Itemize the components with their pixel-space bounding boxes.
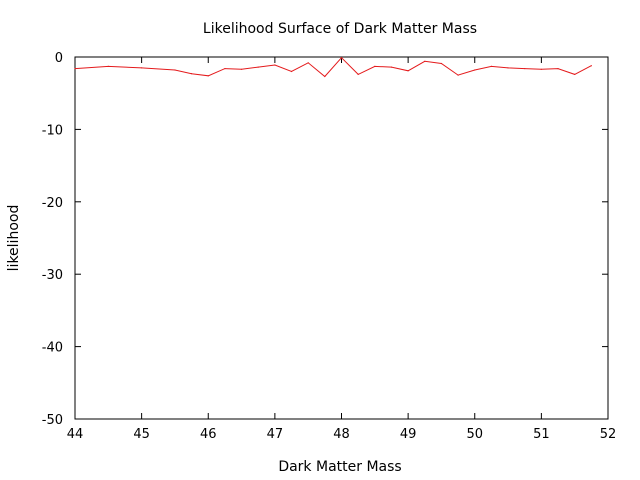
data-point: [507, 67, 509, 69]
data-point: [290, 70, 293, 73]
data-point: [490, 65, 493, 68]
data-point: [374, 65, 376, 68]
data-point: [590, 65, 592, 67]
data-point: [274, 64, 276, 66]
data-point: [240, 68, 243, 70]
y-tick-label: -40: [42, 341, 63, 356]
data-point: [74, 67, 76, 70]
series-group: [74, 56, 592, 78]
data-point: [174, 69, 176, 71]
x-tick-label: 50: [466, 427, 483, 442]
likelihood-line: [74, 56, 592, 78]
data-point: [474, 69, 476, 71]
x-axis-label: Dark Matter Mass: [278, 459, 401, 475]
x-tick-label: 45: [133, 427, 150, 442]
x-tick-label: 51: [533, 427, 550, 442]
y-tick-label: -30: [42, 268, 63, 283]
x-tick-label: 48: [333, 427, 350, 442]
data-point: [324, 75, 326, 78]
x-tick-label: 47: [267, 427, 284, 442]
data-point: [557, 67, 559, 70]
y-tick-label: 0: [55, 51, 63, 66]
x-tick-label: 49: [400, 427, 417, 442]
data-point: [257, 66, 259, 68]
y-tick-label: -10: [42, 123, 63, 138]
data-point: [107, 65, 109, 68]
data-point: [457, 74, 459, 76]
x-tick-label: 52: [600, 427, 617, 442]
axis-ticks: 44 45 46 47 48 49 50 51 52 0 -10 -20 -30 -40 -50: [42, 51, 617, 442]
data-point: [574, 73, 576, 75]
chart-title: Likelihood Surface of Dark Matter Mass: [203, 21, 477, 37]
y-tick-label: -20: [42, 196, 63, 211]
data-point: [424, 60, 426, 62]
data-point: [357, 73, 359, 75]
data-point: [340, 57, 343, 59]
data-point: [440, 62, 443, 65]
data-point: [224, 67, 226, 70]
y-tick-label: -50: [42, 413, 63, 428]
data-point: [407, 70, 409, 72]
x-tick-label: 44: [67, 427, 84, 442]
plot-frame: [74, 56, 609, 420]
data-point: [207, 75, 209, 77]
data-point: [190, 73, 193, 75]
x-tick-label: 46: [200, 427, 217, 442]
data-point: [141, 67, 143, 69]
data-point: [390, 66, 393, 68]
data-point: [307, 62, 309, 64]
y-axis-label: likelihood: [6, 205, 22, 272]
data-point: [540, 68, 542, 70]
data-point: [524, 67, 526, 70]
